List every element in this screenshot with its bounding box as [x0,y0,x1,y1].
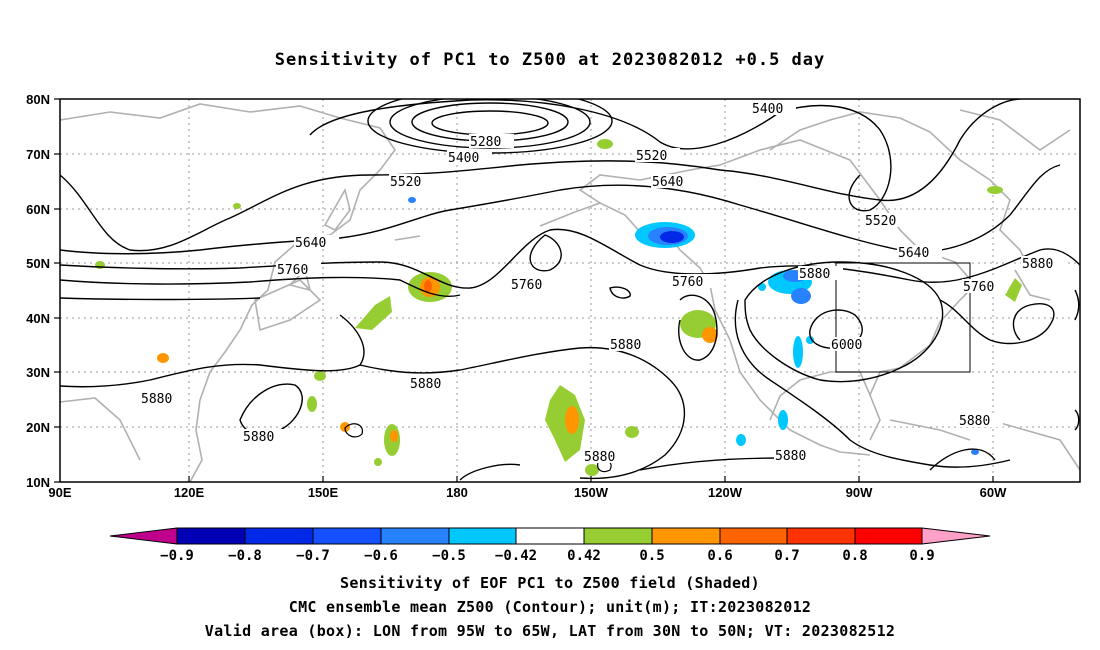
contour-label: 5880 [584,450,615,465]
contour-label: 5880 [799,267,830,282]
lat-label: 20N [26,420,50,435]
contour-labels: 5400 5280 5400 5520 5520 5640 5640 5760 [140,101,1066,465]
lon-label: 90W [846,485,873,500]
colorbar-label: 0.6 [707,548,732,564]
caption-line-2: CMC ensemble mean Z500 (Contour); unit(m… [288,598,812,616]
colorbar-label: −0.8 [228,548,262,564]
colorbar-swatch [449,528,516,544]
lon-label: 90E [48,485,71,500]
valid-area-box [835,262,971,373]
colorbar-label: −0.7 [296,548,330,564]
contour-label: 6000 [831,338,862,353]
lat-label: 10N [26,475,50,490]
colorbar-swatch [652,528,720,544]
contour-label: 5400 [448,151,479,166]
colorbar-label: −0.5 [432,548,466,564]
contour-label: 5880 [410,377,441,392]
lat-label: 40N [26,311,50,326]
contour-label: 5640 [295,236,326,251]
contour-label: 5880 [959,414,990,429]
latitude-labels: 80N 70N 60N 50N 40N 30N 20N 10N [26,92,50,490]
contour-label: 5880 [243,430,274,445]
contour-label: 5520 [390,175,421,190]
colorbar-swatch [855,528,922,544]
colorbar-label: 0.7 [774,548,799,564]
colorbar-swatch [177,528,245,544]
colorbar-label: 0.8 [842,548,867,564]
lon-label: 150E [308,485,339,500]
colorbar-swatch [922,528,990,544]
contour-label: 5760 [672,275,703,290]
lon-label: 120W [708,485,743,500]
colorbar-swatch [110,528,177,544]
colorbar-label: −0.9 [160,548,194,564]
contour-label: 5400 [752,102,783,117]
contour-label: 5520 [636,149,667,164]
contour-label: 5880 [775,449,806,464]
colorbar: −0.9 −0.8 −0.7 −0.6 −0.5 −0.42 0.42 0.5 … [109,527,991,564]
map-border [59,98,1081,483]
contour-label: 5760 [277,263,308,278]
colorbar-swatch [381,528,449,544]
contour-label: 5880 [141,392,172,407]
figure-title: Sensitivity of PC1 to Z500 at 2023082012… [274,50,826,70]
contour-label: 5760 [511,278,542,293]
axis-ticks [54,98,994,483]
contour-label: 5760 [963,280,994,295]
contour-label: 5880 [610,338,641,353]
caption-line-1: Sensitivity of EOF PC1 to Z500 field (Sh… [340,574,760,592]
contour-label: 5640 [652,175,683,190]
lat-label: 80N [26,92,50,107]
colorbar-swatch [516,528,584,544]
colorbar-label: 0.42 [567,548,601,564]
lat-label: 30N [26,365,50,380]
lon-label: 120E [174,485,205,500]
longitude-labels: 90E 120E 150E 180 150W 120W 90W 60W [48,485,1007,500]
colorbar-label: 0.9 [909,548,934,564]
colorbar-label: −0.42 [495,548,537,564]
caption-line-3: Valid area (box): LON from 95W to 65W, L… [204,622,896,640]
contour-label: 5640 [898,246,929,261]
contour-label: 5280 [470,135,501,150]
contour-label: 5520 [865,214,896,229]
lat-label: 50N [26,256,50,271]
shaded-sensitivity [95,139,1022,476]
lat-label: 60N [26,202,50,217]
contour-label: 5880 [1022,257,1053,272]
lon-label: 180 [446,485,468,500]
lon-label: 60W [980,485,1007,500]
colorbar-swatch [584,528,652,544]
lon-label: 150W [574,485,609,500]
colorbar-swatch [787,528,855,544]
colorbar-swatch [720,528,787,544]
colorbar-swatch [245,528,313,544]
colorbar-swatch [313,528,381,544]
colorbar-label: −0.6 [364,548,398,564]
lat-label: 70N [26,147,50,162]
colorbar-label: 0.5 [639,548,664,564]
